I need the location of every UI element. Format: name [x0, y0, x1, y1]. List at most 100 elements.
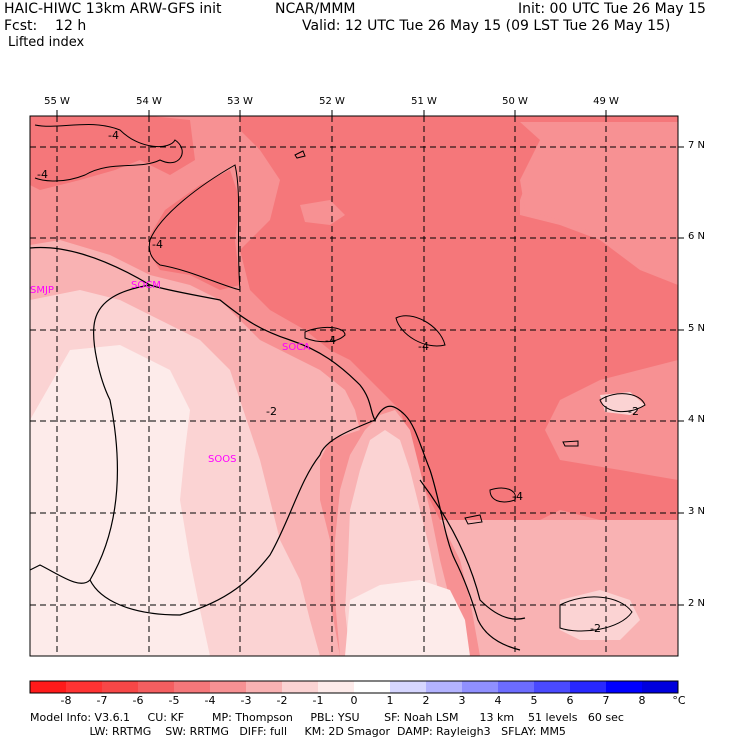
colorbar-label: 3	[458, 694, 466, 707]
contour-labels: -4 -4 -4 -4 -4 -4 -2 -2 -2	[37, 129, 639, 635]
contour-m4-cell-e	[562, 440, 579, 447]
colorbar-label: 0	[350, 694, 358, 707]
contour-m4-center	[148, 164, 241, 291]
contour-m4-cell-d	[464, 514, 483, 525]
lon-label: 50 W	[502, 96, 528, 107]
colorbar	[29, 680, 679, 694]
colorbar-box	[462, 681, 499, 693]
colorbar-box	[498, 681, 535, 693]
lat-lon-grid	[30, 116, 678, 656]
coast-east	[419, 479, 526, 620]
colorbar-box	[606, 681, 643, 693]
colorbar-box	[426, 681, 463, 693]
contour-m2-east	[599, 393, 646, 413]
colorbar-label: 5	[530, 694, 538, 707]
contour-m4-cell-a	[304, 327, 346, 343]
init-time: Init: 00 UTC Tue 26 May 15	[518, 1, 706, 17]
border-french-guiana	[374, 405, 521, 651]
colorbar-label: -8	[60, 694, 72, 707]
lat-label: 4 N	[688, 414, 706, 425]
colorbar-box	[534, 681, 571, 693]
station-labels: SMJP SOCM SOCA SOOS	[30, 280, 310, 465]
colorbar-label: 4	[494, 694, 502, 707]
map-frame	[29, 115, 679, 657]
colorbar-box	[66, 681, 103, 693]
contour-m4-northwest	[34, 123, 183, 182]
station-soca: SOCA	[282, 342, 310, 353]
lat-label: 7 N	[688, 140, 706, 151]
fill-li-m3-patch	[300, 200, 345, 225]
contour-label: -4	[325, 334, 336, 347]
colorbar-box	[210, 681, 247, 693]
lat-label: 5 N	[688, 323, 706, 334]
colorbar-box	[282, 681, 319, 693]
colorbar-box	[390, 681, 427, 693]
fill-li-0-interior	[30, 345, 210, 656]
colorbar-label: 1	[386, 694, 394, 707]
colorbar-label: -6	[132, 694, 144, 707]
lon-label: 52 W	[319, 96, 345, 107]
colorbar-label: 2	[422, 694, 430, 707]
colorbar-box	[30, 681, 67, 693]
fill-li-m4-center	[150, 170, 240, 290]
colorbar-box	[246, 681, 283, 693]
org-label: NCAR/MMM	[275, 1, 356, 17]
colorbar-label: -2	[276, 694, 288, 707]
colorbar-label: -4	[204, 694, 216, 707]
station-soos: SOOS	[208, 454, 236, 465]
contour-label: -4	[512, 490, 523, 503]
station-socm: SOCM	[131, 280, 161, 291]
colorbar-unit: °C	[672, 694, 686, 707]
colorbar-label: 7	[602, 694, 610, 707]
lon-label: 54 W	[136, 96, 162, 107]
contour-label: -4	[37, 168, 48, 181]
fill-li-0-south	[345, 580, 470, 656]
fill-li-m3-east	[520, 122, 678, 280]
forecast-hour: Fcst: 12 h	[4, 18, 87, 34]
colorbar-label: 8	[638, 694, 646, 707]
fill-li-m4-northwest	[30, 116, 195, 190]
colorbar-box	[102, 681, 139, 693]
contour-label: -2	[628, 405, 639, 418]
colorbar-label: 6	[566, 694, 574, 707]
lat-label: 2 N	[688, 598, 706, 609]
contour-m4-cell-b	[395, 315, 446, 347]
lon-label: 55 W	[44, 96, 70, 107]
lon-label: 51 W	[411, 96, 437, 107]
contour-label: -2	[590, 622, 601, 635]
colorbar-box	[354, 681, 391, 693]
contour-lines	[34, 123, 646, 632]
fill-li-m1-eastpatch	[600, 392, 645, 415]
colorbar-frame	[29, 680, 679, 694]
contour-label: -4	[418, 340, 429, 353]
tick-marks	[56, 110, 684, 606]
colorbar-box	[174, 681, 211, 693]
colorbar-label: -3	[240, 694, 252, 707]
model-info-line1: Model Info: V3.6.1 CU: KF MP: Thompson P…	[30, 711, 624, 724]
colorbar-label: -5	[168, 694, 180, 707]
contour-label: -4	[152, 238, 163, 251]
coastline	[29, 246, 526, 651]
contour-m2-southeast	[559, 596, 633, 632]
valid-time: Valid: 12 UTC Tue 26 May 15 (09 LST Tue …	[302, 18, 671, 34]
fill-li-m4-north	[240, 116, 678, 520]
contour-label: -4	[108, 129, 119, 142]
shading-layer	[30, 116, 678, 656]
colorbar-box	[570, 681, 607, 693]
colorbar-label: -7	[96, 694, 108, 707]
field-name: Lifted index	[8, 35, 85, 50]
contour-label: -2	[266, 405, 277, 418]
colorbar-box	[138, 681, 175, 693]
colorbar-label: -1	[312, 694, 324, 707]
colorbar-box	[642, 681, 679, 693]
lat-label: 6 N	[688, 231, 706, 242]
contour-m4-north	[294, 150, 306, 159]
model-info-line2: LW: RRTMG SW: RRTMG DIFF: full KM: 2D Sm…	[30, 725, 566, 738]
border-suriname	[89, 284, 376, 616]
lat-label: 3 N	[688, 506, 706, 517]
lon-label: 49 W	[593, 96, 619, 107]
station-smjp: SMJP	[30, 285, 54, 296]
lon-label: 53 W	[227, 96, 253, 107]
model-title: HAIC-HIWC 13km ARW-GFS init	[4, 1, 222, 17]
